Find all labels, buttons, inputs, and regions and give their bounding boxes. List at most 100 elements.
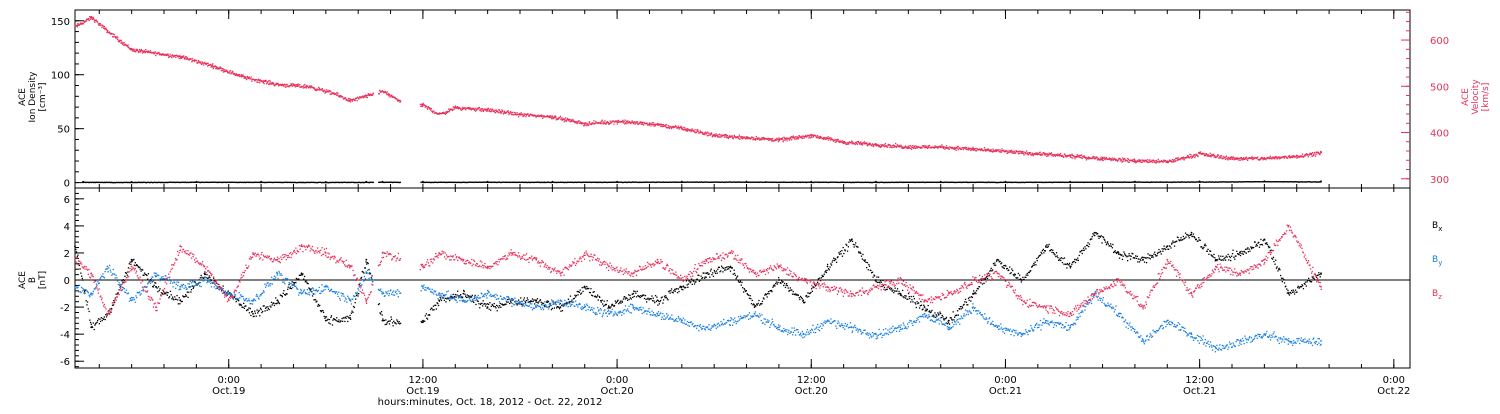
data-point	[622, 302, 623, 303]
series-point	[681, 181, 683, 183]
data-point	[302, 273, 303, 274]
data-point	[956, 150, 957, 151]
data-point	[389, 323, 390, 324]
data-point	[432, 309, 433, 310]
data-point	[615, 301, 616, 302]
series-point	[382, 90, 384, 92]
data-point	[94, 329, 95, 330]
series-point	[82, 181, 84, 183]
data-point	[946, 145, 947, 146]
data-point	[192, 58, 193, 59]
data-point	[593, 120, 594, 121]
data-point	[130, 262, 131, 263]
data-point	[440, 297, 441, 298]
data-point	[499, 110, 500, 111]
data-point	[1211, 156, 1212, 157]
data-point	[1319, 154, 1320, 155]
data-point	[224, 69, 225, 70]
data-point	[82, 278, 83, 279]
data-point	[538, 302, 539, 303]
data-point	[172, 54, 173, 55]
data-point	[484, 303, 485, 304]
series-point	[260, 181, 262, 183]
data-point	[346, 316, 347, 317]
data-point	[238, 300, 239, 301]
data-point	[598, 299, 599, 300]
y2-tick-label: 600	[1430, 36, 1449, 47]
data-point	[794, 138, 795, 139]
series-point	[179, 55, 181, 57]
data-point	[170, 291, 171, 292]
data-point	[546, 302, 547, 303]
data-point	[1071, 154, 1072, 155]
data-point	[303, 278, 304, 279]
data-point	[171, 57, 172, 58]
data-point	[159, 288, 160, 289]
data-point	[392, 322, 393, 323]
data-point	[472, 295, 473, 296]
data-point	[1315, 154, 1316, 155]
data-point	[386, 324, 387, 325]
data-point	[433, 306, 434, 307]
data-point	[379, 303, 380, 304]
data-point	[1149, 159, 1150, 160]
data-point	[326, 89, 327, 90]
data-point	[358, 293, 359, 294]
data-point	[482, 108, 483, 109]
series-point	[131, 48, 133, 50]
data-point	[116, 37, 117, 38]
data-point	[665, 297, 666, 298]
data-point	[652, 300, 653, 301]
data-point	[517, 304, 518, 305]
data-point	[993, 149, 994, 150]
data-point	[180, 58, 181, 59]
data-point	[1121, 160, 1122, 161]
data-point	[262, 311, 263, 312]
data-point	[135, 51, 136, 52]
data-point	[77, 26, 78, 27]
data-point	[88, 18, 89, 19]
data-point	[606, 304, 607, 305]
data-point	[1142, 161, 1143, 162]
data-point	[568, 299, 569, 300]
data-point	[399, 321, 400, 322]
data-point	[433, 309, 434, 310]
data-point	[542, 118, 543, 119]
data-point	[212, 66, 213, 67]
data-point	[267, 310, 268, 311]
data-point	[628, 294, 629, 295]
data-point	[140, 268, 141, 269]
data-point	[656, 301, 657, 302]
data-point	[1057, 153, 1058, 154]
data-point	[169, 56, 170, 57]
data-point	[342, 321, 343, 322]
data-point	[179, 297, 180, 298]
data-point	[596, 296, 597, 297]
data-point	[678, 126, 679, 127]
data-point	[198, 60, 199, 61]
data-point	[671, 128, 672, 129]
data-point	[328, 322, 329, 323]
series-point	[1005, 150, 1007, 152]
data-point	[828, 139, 829, 140]
y-tick-label: -4	[60, 330, 70, 341]
data-point	[720, 134, 721, 135]
data-point	[213, 68, 214, 69]
data-point	[505, 304, 506, 305]
series-point	[333, 92, 335, 94]
data-point	[227, 71, 228, 72]
data-point	[245, 305, 246, 306]
data-point	[347, 321, 348, 322]
data-point	[250, 78, 251, 79]
data-point	[1265, 159, 1266, 160]
data-point	[643, 124, 644, 125]
data-point	[481, 111, 482, 112]
data-point	[961, 149, 962, 150]
data-point	[633, 123, 634, 124]
data-point	[1033, 155, 1034, 156]
data-point	[99, 319, 100, 320]
data-point	[398, 323, 399, 324]
data-point	[662, 124, 663, 125]
data-point	[623, 298, 624, 299]
y-tick-label: 0	[64, 179, 70, 190]
